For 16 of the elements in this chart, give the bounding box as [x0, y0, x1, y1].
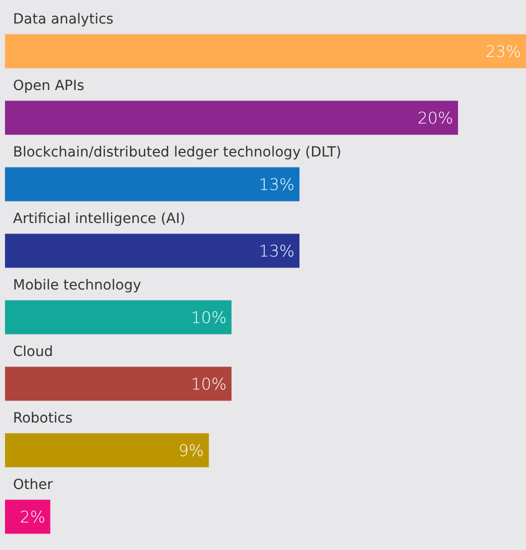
data-label: 10%	[190, 308, 227, 327]
data-label: 2%	[20, 507, 46, 526]
y-tick-label: Artificial intelligence (AI)	[13, 210, 186, 227]
data-label: 23%	[485, 42, 521, 61]
data-label: 9%	[178, 440, 204, 460]
y-tick-label: Open APIs	[13, 78, 84, 94]
y-tick-label: Robotics	[13, 410, 72, 426]
y-tick-label: Mobile technology	[13, 277, 142, 294]
data-label: 13%	[258, 174, 294, 194]
y-tick-label: Cloud	[13, 344, 53, 360]
y-tick-label: Data analytics	[13, 11, 114, 28]
y-tick-label: Other	[13, 476, 53, 493]
y-tick-label: Blockchain/distributed ledger technology (DLT)	[13, 144, 342, 160]
data-label: 20%	[417, 108, 454, 128]
data-label: 10%	[190, 374, 227, 394]
data-label: 13%	[258, 241, 294, 260]
